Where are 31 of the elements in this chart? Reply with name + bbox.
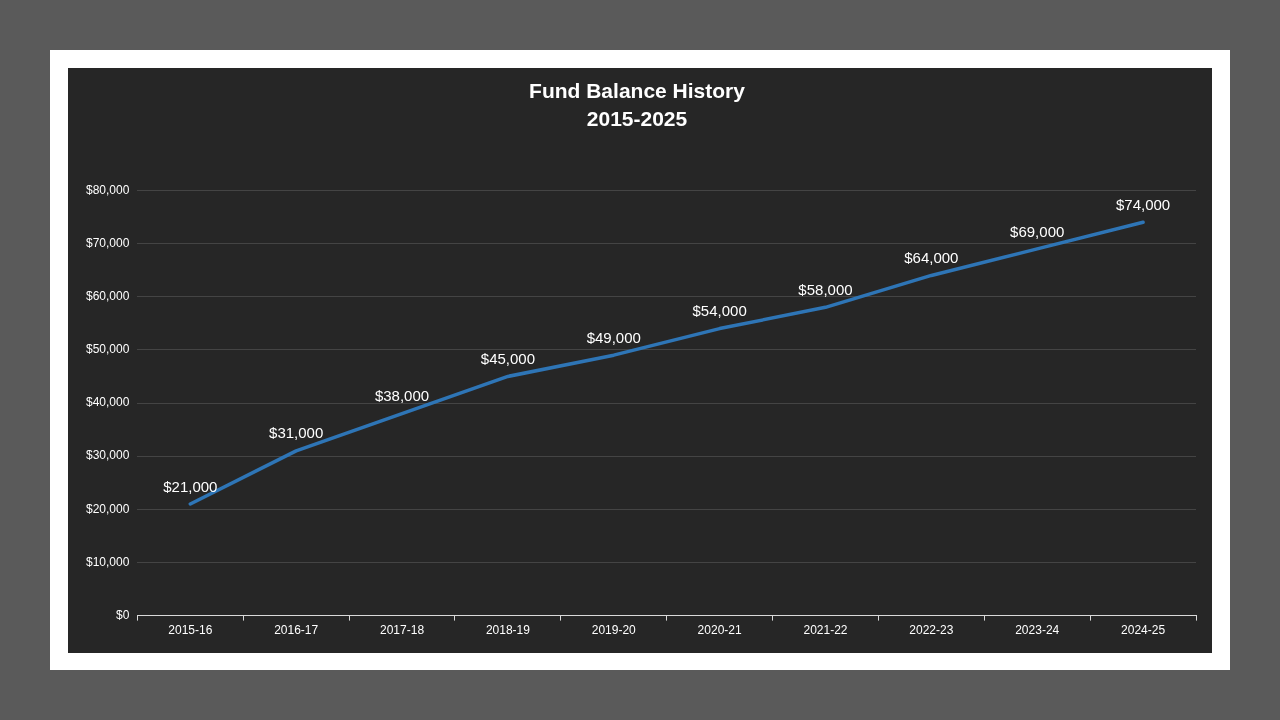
- data-label: $64,000: [904, 249, 959, 267]
- x-tick-label: 2022-23: [909, 623, 954, 638]
- chart-subtitle: 2015-2025: [586, 106, 688, 130]
- x-tick-label: 2024-25: [1121, 623, 1166, 638]
- data-label: $21,000: [163, 477, 218, 495]
- y-tick-label: $50,000: [85, 342, 130, 357]
- x-tick-label: 2023-24: [1015, 623, 1060, 638]
- data-label: $31,000: [269, 424, 324, 442]
- y-tick-label: $20,000: [85, 501, 130, 516]
- data-label: $38,000: [374, 387, 430, 405]
- chart-title: Fund Balance History: [529, 79, 746, 103]
- x-tick-label: 2015-16: [168, 623, 213, 638]
- data-label: $74,000: [1115, 195, 1171, 213]
- x-tick-label: 2018-19: [485, 623, 531, 638]
- y-tick-label: $60,000: [85, 289, 130, 304]
- x-tick-label: 2019-20: [591, 623, 637, 638]
- data-label: $58,000: [798, 280, 853, 298]
- data-label: $45,000: [480, 350, 536, 368]
- y-tick-label: $0: [116, 607, 130, 622]
- x-tick-label: 2021-22: [803, 623, 848, 638]
- y-tick-label: $10,000: [85, 554, 130, 569]
- y-tick-label: $40,000: [85, 395, 130, 410]
- y-tick-label: $30,000: [85, 448, 130, 463]
- y-tick-label: $80,000: [85, 182, 130, 197]
- data-label: $69,000: [1010, 222, 1065, 240]
- x-tick-label: 2016-17: [274, 623, 319, 638]
- data-label: $49,000: [586, 328, 641, 346]
- x-tick-label: 2017-18: [380, 623, 425, 638]
- x-tick-label: 2020-21: [697, 623, 742, 638]
- y-tick-label: $70,000: [85, 235, 130, 250]
- data-label: $54,000: [692, 302, 747, 320]
